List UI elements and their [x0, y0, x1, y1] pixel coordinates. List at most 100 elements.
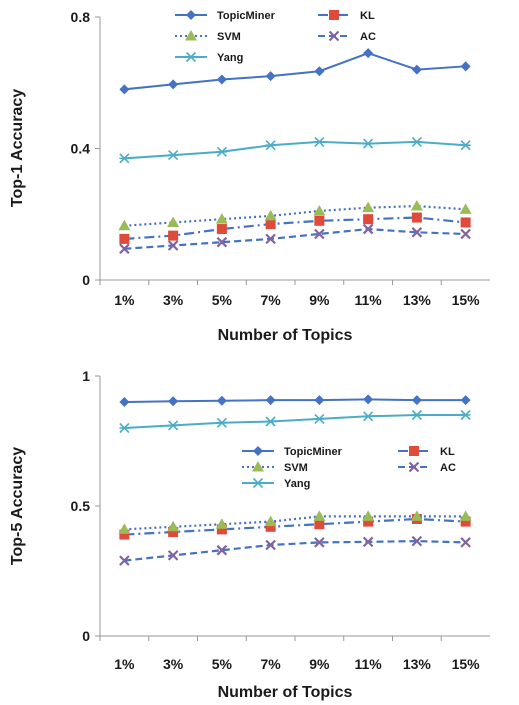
data-point	[168, 150, 179, 161]
data-point	[119, 153, 130, 164]
data-point	[411, 227, 423, 238]
data-point	[314, 395, 325, 406]
series-yang	[119, 136, 471, 164]
data-point	[411, 535, 423, 547]
data-point	[363, 411, 374, 422]
data-point	[411, 64, 422, 75]
legend-entry-yang: Yang	[175, 51, 243, 64]
x-tick-label: 7%	[261, 656, 282, 672]
legend-label: Yang	[284, 478, 310, 490]
legend-marker	[185, 30, 197, 41]
chart-top5-accuracy: 00.511% 3% 5% 7% 9% 11% 13% 15% Number of Topic…	[9, 368, 490, 701]
data-point	[363, 516, 374, 527]
data-point	[460, 217, 471, 228]
data-point	[119, 243, 130, 255]
x-tick-label: 15%	[452, 656, 481, 672]
data-point	[314, 215, 325, 226]
legend-entry-svm: SVM	[242, 461, 308, 474]
series-svm	[118, 200, 472, 231]
data-point	[460, 61, 471, 72]
series-line	[124, 216, 466, 241]
data-point	[411, 395, 422, 406]
data-point	[264, 209, 277, 221]
data-point	[265, 140, 276, 151]
data-point	[167, 550, 179, 561]
x-tick-label: 9%	[309, 292, 330, 308]
data-point	[216, 74, 227, 85]
data-point	[265, 219, 276, 230]
data-point	[313, 510, 326, 521]
series-line	[124, 414, 466, 429]
data-point	[460, 228, 471, 240]
x-tick-label: 15%	[452, 292, 481, 308]
legend-marker	[329, 10, 339, 20]
x-tick-label: 9%	[309, 656, 330, 672]
x-tick-label: 1%	[114, 656, 135, 672]
series-line	[124, 227, 466, 250]
legend-marker	[409, 446, 419, 456]
x-tick-label: 13%	[403, 656, 432, 672]
data-point	[119, 422, 130, 434]
y-axis-label: Top-1 Accuracy	[9, 89, 26, 207]
data-point	[314, 413, 325, 424]
legend-label: TopicMiner	[284, 446, 343, 458]
legend-label: Yang	[217, 52, 243, 64]
x-tick-label: 13%	[403, 292, 432, 308]
legend-marker	[408, 461, 420, 473]
data-point	[119, 397, 130, 407]
x-tick-label: 11%	[355, 656, 383, 672]
series-line	[124, 515, 466, 531]
y-axis-label: Top-5 Accuracy	[9, 447, 26, 565]
x-tick-label: 1%	[114, 292, 135, 308]
legend-entry-topicminer: TopicMiner	[175, 10, 276, 22]
data-point	[216, 524, 227, 535]
y-tick-label: 1	[82, 368, 90, 384]
data-point	[168, 230, 179, 241]
x-tick-label: 3%	[163, 656, 184, 672]
x-axis-label: Number of Topics	[218, 327, 353, 344]
data-point	[314, 66, 325, 77]
y-tick-label: 0	[82, 628, 90, 644]
legend-label: SVM	[217, 31, 241, 43]
data-point	[410, 510, 423, 521]
data-point	[460, 537, 471, 548]
data-point	[168, 420, 179, 431]
series-svm	[118, 510, 472, 534]
series-ac	[119, 535, 471, 566]
data-point	[314, 136, 325, 147]
series-line	[124, 539, 466, 562]
data-point	[216, 146, 227, 157]
data-point	[313, 204, 326, 216]
data-point	[167, 216, 180, 227]
x-tick-label: 11%	[355, 292, 383, 308]
data-point	[216, 417, 227, 428]
legend-label: KL	[440, 446, 455, 458]
data-point	[167, 240, 179, 251]
x-axis-label: Number of Topics	[218, 684, 353, 701]
data-point	[460, 516, 471, 527]
data-point	[411, 136, 422, 147]
data-point	[119, 233, 130, 244]
legend-entry-kl: KL	[318, 10, 375, 22]
data-point	[167, 520, 180, 532]
data-point	[265, 521, 276, 532]
data-point	[362, 510, 375, 521]
data-point	[168, 79, 179, 90]
x-tick-label: 5%	[212, 656, 233, 672]
data-point	[362, 201, 375, 213]
legend-marker	[252, 461, 264, 472]
legend-label: AC	[440, 462, 456, 474]
series-kl	[119, 212, 471, 244]
legend-entry-kl: KL	[398, 446, 455, 458]
data-point	[216, 395, 227, 406]
series-line	[124, 52, 466, 91]
chart-top1-accuracy: 0 0.4 0.8 1% 3% 5% 7% 9% 11% 13% 15% Number of Top…	[9, 9, 490, 344]
data-point	[215, 518, 228, 529]
data-point	[314, 228, 325, 240]
legend-entry-ac: AC	[398, 461, 456, 474]
data-point	[265, 416, 276, 427]
x-tick-label: 5%	[212, 292, 233, 308]
y-tick-label: 0.4	[71, 141, 91, 157]
x-tick-label: 7%	[261, 292, 282, 308]
data-point	[168, 396, 179, 407]
